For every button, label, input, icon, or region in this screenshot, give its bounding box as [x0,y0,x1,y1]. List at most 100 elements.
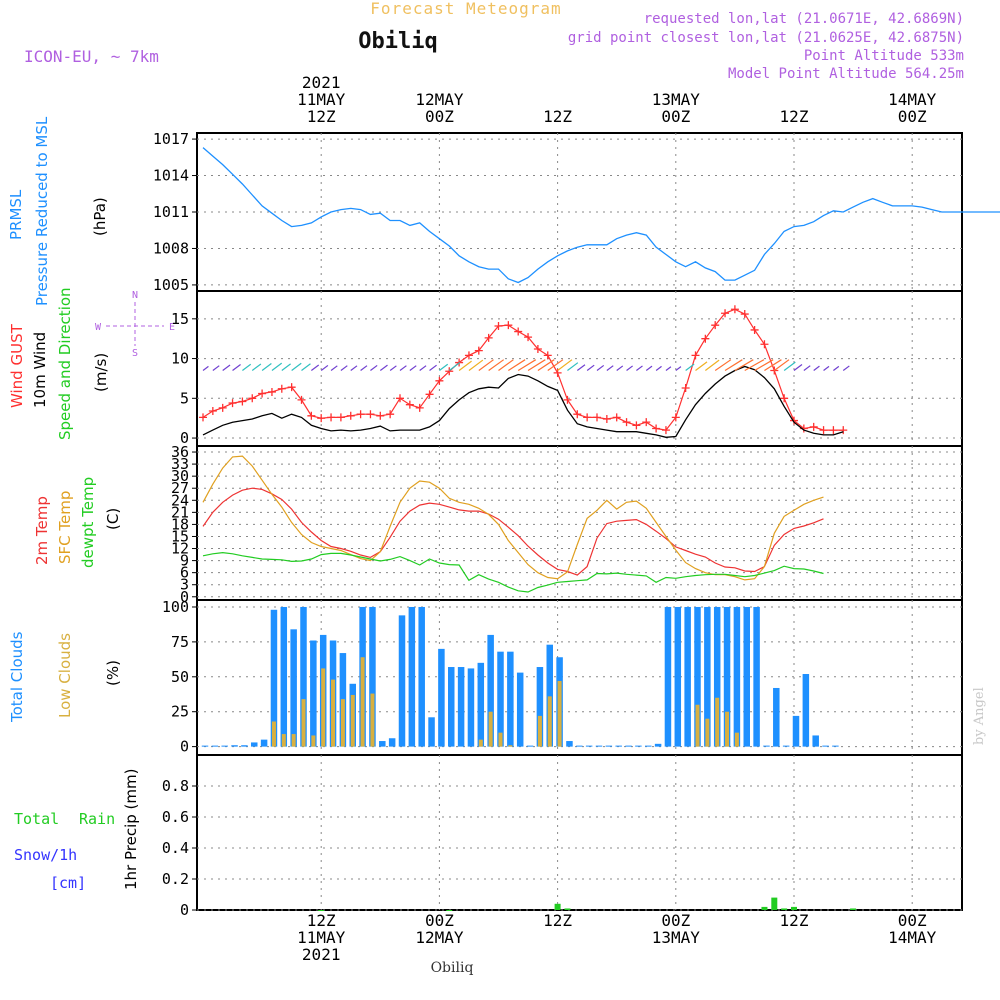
ytick-label: 75 [171,633,189,651]
low-cloud-bar [695,704,700,747]
cloud-labels: Total Clouds Low Clouds (%) [8,631,122,723]
gust-marker [839,426,848,435]
total-cloud-bar [507,651,514,747]
total-cloud-bar [310,640,317,747]
temp2m-label: 2m Temp [33,496,51,565]
gust-marker [425,390,434,399]
wind-arrow [842,365,850,371]
bottom-time-label: 13MAY [652,928,701,947]
gust-marker [336,413,345,422]
total-cloud-bar [595,745,603,747]
gust-marker [484,333,493,342]
gust-marker [671,413,680,422]
gust-marker [652,424,661,433]
top-time-label: 12Z [543,107,572,126]
dewpt-line [202,551,824,593]
wind-arrow [389,365,397,371]
wind-arrow [764,359,782,371]
compass-rose: N S W E [95,290,175,359]
wind-arrow [212,365,220,371]
gust-marker [721,309,730,318]
low-cloud-bar [478,739,483,747]
top-time-label: 00Z [425,107,454,126]
total-cloud-label: Total Clouds [8,631,26,723]
total-cloud-bar [782,745,790,747]
low-cloud-bar [734,732,739,747]
total-cloud-bar [231,745,238,747]
total-cloud-bar [713,606,721,747]
ytick-label: 1005 [153,276,189,294]
total-cloud-bar [654,743,662,747]
wind-arrow [714,359,732,371]
gust-marker [533,345,542,354]
total-cloud-bar [388,738,396,747]
total-cloud-bar [763,745,770,747]
gust-marker [474,346,483,355]
wind-arrow [823,365,830,371]
wind-arrow [202,365,209,371]
gust-marker [819,426,828,435]
rain-bar [781,908,788,910]
prmsl-label: PRMSL [7,189,25,240]
wind-arrow [724,359,743,371]
pressure-labels: PRMSL Pressure Reduced to MSL (hPa) [7,116,109,306]
wind-arrow [557,359,573,371]
total-cloud-bar [536,667,544,747]
low-cloud-bar [715,697,720,747]
pressure-unit: (hPa) [91,197,109,236]
bottom-time-label: 00Z [898,911,927,930]
wind-arrow [803,365,811,371]
total-cloud-bar [516,672,524,747]
gust-marker [366,410,375,419]
total-cloud-bar [566,741,573,747]
temp-unit: (C) [104,508,122,530]
model-name: ICON-EU, ~ 7km [24,47,159,66]
super-title: Forecast Meteogram [370,0,561,18]
gust-marker [504,321,513,330]
low-cloud-bar [725,711,730,747]
ytick-label: 0.4 [162,839,189,857]
low-cloud-bar [557,680,562,747]
ytick-label: 0.6 [162,808,189,826]
low-cloud-bar [271,721,276,747]
wind-arrow [340,365,348,371]
low-cloud-bar [360,657,365,747]
precip-axis-title: 1hr Precip (mm) [122,769,140,890]
total-cloud-bar [260,739,268,747]
ytick-label: 1014 [153,167,189,185]
wind-labels: Wind GUST 10m Wind Speed and Direction (… [8,287,110,440]
wind-arrow [685,363,695,371]
wind-arrow [744,359,765,372]
compass-e: E [169,322,175,333]
top-time-label: 12Z [780,107,809,126]
total-cloud-bar [467,668,475,747]
wind-arrow [232,364,241,371]
gust-marker [386,410,395,419]
ytick-label: 15 [171,527,189,545]
top-time-label: 12MAY [415,90,464,109]
total-cloud-bar [743,606,750,747]
total-cloud-bar [477,662,485,747]
bottom-time-label: 14MAY [888,928,937,947]
gust-marker [267,387,276,396]
requested-coords: requested lon,lat (21.0671E, 42.6869N) [644,11,964,27]
low-cloud-bar [281,734,286,747]
low-cloud-bar [301,699,306,747]
wind-arrow [448,361,461,371]
top-time-label: 00Z [661,107,690,126]
wind-arrow [281,363,291,371]
wind-arrow [675,366,682,371]
compass-w: W [95,322,102,333]
wind-arrow [222,364,231,371]
gust-marker [701,334,710,343]
wind-arrow [301,363,311,371]
rain-bar [761,906,768,910]
gust-marker [524,333,533,342]
low-cloud-bar [370,693,375,747]
wind-arrow [655,365,662,371]
panel-border [196,132,963,292]
gust-marker [208,407,217,416]
ytick-label: 0 [180,738,189,756]
gust-marker [248,394,257,403]
ytick-label: 1008 [153,239,189,257]
